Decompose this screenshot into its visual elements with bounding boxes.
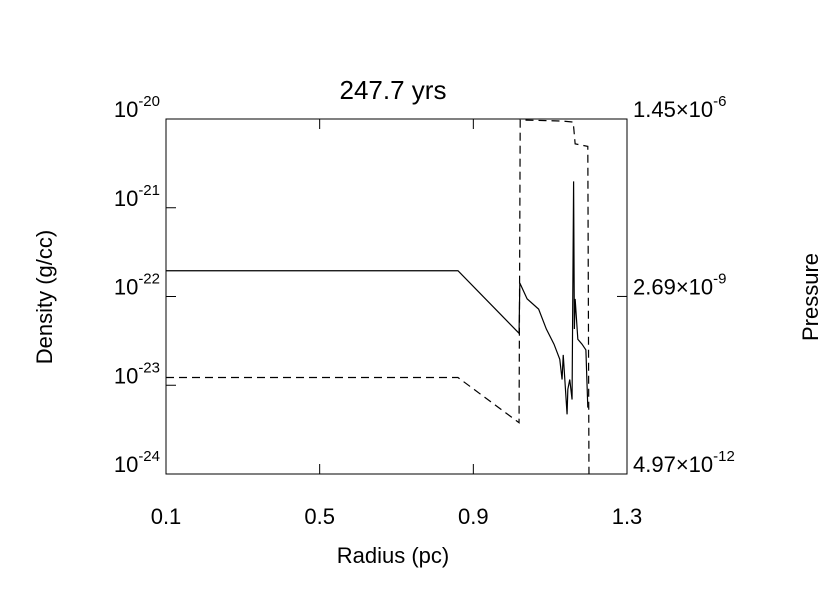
tick-label-base: 1.45×10 (633, 97, 713, 122)
tick-label: 2.69×10-9 (633, 270, 726, 299)
tick-label-base: 10 (114, 363, 138, 388)
tick-label-exponent: -6 (713, 93, 726, 110)
tick-label: 10-22 (114, 270, 160, 299)
tick-label-exponent: -12 (713, 448, 735, 465)
tick-label-exponent: -22 (138, 270, 160, 287)
tick-label-exponent: -21 (138, 182, 160, 199)
x-axis-label: Radius (pc) (337, 543, 449, 568)
tick-label: 0.1 (151, 504, 182, 529)
tick-label: 10-21 (114, 182, 160, 211)
tick-label: 10-24 (114, 448, 160, 477)
tick-label-base: 10 (114, 97, 138, 122)
data-line (166, 119, 590, 474)
chart-title: 247.7 yrs (340, 75, 447, 105)
tick-label-base: 10 (114, 274, 138, 299)
tick-label: 0.9 (458, 504, 489, 529)
y-axis-label: Density (g/cc) (32, 230, 57, 364)
tick-label: 1.45×10-6 (633, 93, 726, 122)
tick-label-exponent: -24 (138, 448, 160, 465)
tick-label-exponent: -23 (138, 359, 160, 376)
tick-label-base: 10 (114, 186, 138, 211)
tick-label-exponent: -20 (138, 93, 160, 110)
tick-label-base: 10 (114, 452, 138, 477)
tick-label: 10-23 (114, 359, 160, 388)
tick-label-base: 2.69×10 (633, 274, 713, 299)
tick-label: 10-20 (114, 93, 160, 122)
data-line (166, 181, 589, 415)
y2-axis-label: Pressure (798, 253, 823, 341)
tick-label: 1.3 (612, 504, 643, 529)
tick-label: 0.5 (304, 504, 335, 529)
tick-label-exponent: -9 (713, 270, 726, 287)
tick-label: 4.97×10-12 (633, 448, 735, 477)
tick-label-base: 4.97×10 (633, 452, 713, 477)
